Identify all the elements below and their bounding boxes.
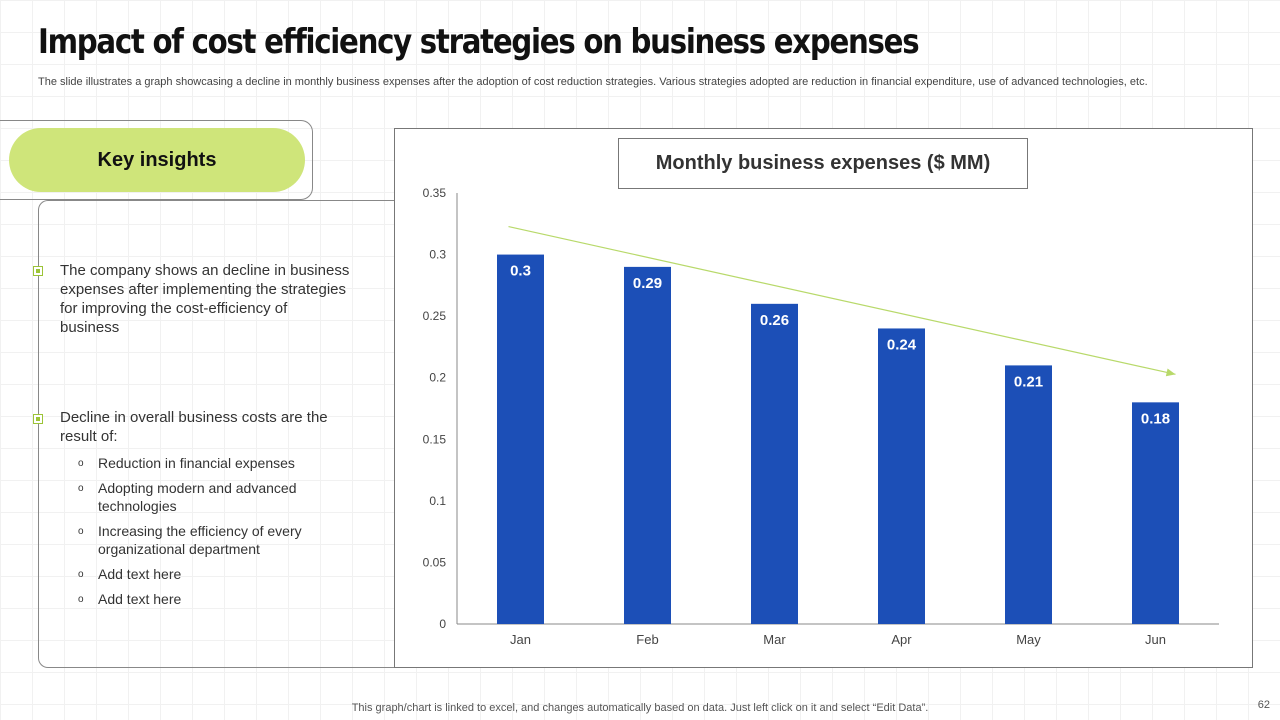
data-label: 0.3 [510,263,531,280]
y-tick-label: 0.05 [423,555,447,569]
trend-arrow-line [508,225,1176,375]
strategy-text: Add text here [98,591,182,607]
circle-bullet-icon: o [78,458,84,469]
strategy-text: Reduction in financial expenses [98,455,295,471]
bar-jun [1132,402,1179,624]
strategy-text: Increasing the efficiency of every organ… [98,523,302,557]
list-item: o Increasing the efficiency of every org… [78,522,338,558]
y-tick-label: 0.2 [429,371,446,385]
data-label: 0.18 [1141,410,1170,427]
circle-bullet-icon: o [78,526,84,537]
footer-note: This graph/chart is linked to excel, and… [351,702,929,714]
y-tick-label: 0.35 [423,186,447,200]
x-tick-label: Mar [763,632,786,647]
x-tick-label: Apr [891,632,912,647]
slide-title: Impact of cost efficiency strategies on … [38,22,920,62]
x-tick-label: Feb [636,632,658,647]
data-label: 0.21 [1014,373,1043,390]
bar-jan [497,254,544,625]
y-tick-label: 0.25 [423,309,447,323]
y-tick-label: 0 [439,617,446,631]
insight-point-1: The company shows an decline in business… [60,262,350,336]
insights-header-frame [0,120,313,200]
bar-feb [624,266,671,624]
circle-bullet-icon: o [78,483,84,494]
strategy-list: o Reduction in financial expenses o Adop… [78,454,338,615]
x-tick-label: May [1016,632,1041,647]
slide-subtitle: The slide illustrates a graph showcasing… [38,76,1148,88]
strategy-text: Add text here [98,566,182,582]
page-number: 62 [1257,699,1270,711]
insights-content-frame [38,200,398,668]
list-item: o Add text here [78,565,338,583]
y-tick-label: 0.1 [429,494,446,508]
bar-apr [878,328,925,624]
strategy-text: Adopting modern and advanced technologie… [98,480,297,514]
bar-mar [751,303,798,624]
list-item: o Adopting modern and advanced technolog… [78,479,338,515]
insight-point-2: Decline in overall business costs are th… [60,409,328,445]
square-bullet-icon [33,414,43,424]
square-bullet-icon [33,266,43,276]
circle-bullet-icon: o [78,594,84,605]
key-insights-heading: Key insights [9,128,305,192]
list-item: o Reduction in financial expenses [78,454,338,472]
circle-bullet-icon: o [78,569,84,580]
list-item: o Add text here [78,590,338,608]
y-tick-label: 0.3 [429,248,446,262]
x-tick-label: Jan [510,632,531,647]
data-label: 0.24 [887,336,917,353]
trend-arrow-head-icon [1165,368,1176,377]
x-tick-label: Jun [1145,632,1166,647]
data-label: 0.26 [760,312,789,329]
bar-may [1005,365,1052,624]
chart-title: Monthly business expenses ($ MM) [618,138,1028,189]
data-label: 0.29 [633,275,662,292]
y-tick-label: 0.15 [423,432,447,446]
